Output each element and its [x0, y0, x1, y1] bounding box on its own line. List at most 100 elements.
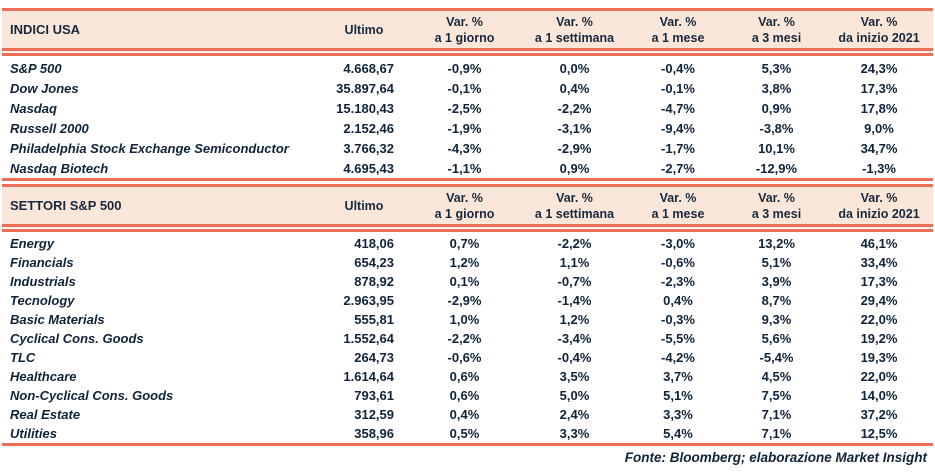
pct-value: 3,8%: [761, 80, 792, 96]
pct-value: 0,6%: [449, 369, 480, 384]
pct-value: 5,0%: [559, 388, 590, 403]
ultimo-value: 358,96: [320, 424, 408, 446]
ultimo-value: 793,61: [354, 388, 394, 403]
row-label: Healthcare: [10, 369, 77, 384]
row-label: Philadelphia Stock Exchange Semiconducto…: [10, 140, 289, 156]
pct-value: -5,5%: [661, 331, 695, 346]
pct-value: -0,1%: [661, 80, 695, 96]
pct-value: 22,0%: [860, 369, 898, 384]
pct-value: -0,6%: [661, 255, 695, 270]
pct-value: -2,3%: [661, 274, 695, 289]
ultimo-value: 15.180,43: [336, 100, 394, 116]
ultimo-value: 2.152,46: [343, 120, 394, 136]
pct-value: 0,9%: [521, 158, 628, 181]
pct-value: 17,3%: [860, 80, 898, 96]
row-label: Tecnology: [10, 293, 75, 308]
pct-value: -1,7%: [661, 140, 695, 156]
table-row: Utilities 358,96 0,5% 3,3% 5,4% 7,1% 12,5%: [2, 424, 933, 446]
pct-value: 46,1%: [860, 236, 898, 251]
sp500-sectors-body: Energy 418,06 0,7% -2,2% -3,0% 13,2% 46,1% Fina…: [2, 228, 933, 446]
pct-value: 1,2%: [449, 255, 480, 270]
row-label: Financials: [10, 255, 74, 270]
pct-value: 13,2%: [758, 236, 795, 251]
pct-value: -2,9%: [557, 140, 592, 156]
table-row: Financials 654,23 1,2% 1,1% -0,6% 5,1% 33,4%: [2, 253, 933, 272]
pct-value: -0,4%: [661, 60, 695, 76]
pct-value: 0,4%: [559, 80, 590, 96]
pct-value: -2,9%: [447, 293, 482, 308]
pct-value: -0,7%: [557, 274, 592, 289]
row-label: Non-Cyclical Cons. Goods: [10, 388, 174, 403]
us-indices-table: INDICI USA Ultimo Var. % a 1 giorno Var.…: [2, 8, 933, 181]
sp500-sectors-table: SETTORI S&P 500 Ultimo Var. % a 1 giorno…: [2, 184, 933, 446]
column-header-var-da-inizio-2021: Var. % da inizio 2021: [825, 8, 933, 56]
column-header-var-1-mese: Var. % a 1 mese: [628, 184, 728, 232]
column-header-var-3-mesi: Var. % a 3 mesi: [728, 8, 825, 56]
pct-value: 5,1%: [761, 255, 792, 270]
pct-value: 37,2%: [860, 407, 898, 422]
ultimo-value: 4.695,43: [320, 158, 408, 181]
pct-value: 24,3%: [860, 60, 898, 76]
pct-value: 5,4%: [628, 424, 728, 446]
pct-value: 12,5%: [825, 424, 933, 446]
pct-value: 3,3%: [663, 407, 693, 422]
table-row: Healthcare 1.614,64 0,6% 3,5% 3,7% 4,5% 22,0%: [2, 367, 933, 386]
ultimo-value: 878,92: [354, 274, 394, 289]
pct-value: 17,3%: [860, 274, 898, 289]
row-label: Nasdaq: [10, 100, 57, 116]
pct-value: -0,6%: [447, 350, 482, 365]
table-row: S&P 500 4.668,67 -0,9% 0,0% -0,4% 5,3% 24,3%: [2, 52, 933, 78]
pct-value: 9,0%: [864, 120, 894, 136]
pct-value: -0,1%: [447, 80, 482, 96]
pct-value: -4,2%: [661, 350, 695, 365]
pct-value: 14,0%: [860, 388, 898, 403]
pct-value: -1,9%: [447, 120, 482, 136]
column-header-var-1-giorno: Var. % a 1 giorno: [408, 8, 521, 56]
row-label: Utilities: [2, 424, 320, 446]
pct-value: 19,2%: [860, 331, 898, 346]
pct-value: 3,5%: [559, 369, 590, 384]
pct-value: 5,6%: [761, 331, 792, 346]
column-header-var-1-settimana: Var. % a 1 settimana: [521, 8, 628, 56]
table-row: Cyclical Cons. Goods 1.552,64 -2,2% -3,4% -5…: [2, 329, 933, 348]
ultimo-value: 1.552,64: [343, 331, 394, 346]
ultimo-value: 555,81: [354, 312, 394, 327]
pct-value: -0,4%: [557, 350, 592, 365]
pct-value: -2,5%: [447, 100, 482, 116]
pct-value: 33,4%: [860, 255, 898, 270]
pct-value: -1,3%: [825, 158, 933, 181]
row-label: Real Estate: [10, 407, 81, 422]
column-header-var-1-giorno: Var. % a 1 giorno: [408, 184, 521, 232]
row-label: Energy: [10, 236, 55, 251]
row-label: Cyclical Cons. Goods: [10, 331, 144, 346]
pct-value: 5,1%: [663, 388, 693, 403]
pct-value: 3,3%: [521, 424, 628, 446]
pct-value: -1,4%: [557, 293, 592, 308]
pct-value: -4,7%: [661, 100, 695, 116]
pct-value: 0,9%: [761, 100, 792, 116]
pct-value: 3,9%: [761, 274, 792, 289]
table-row: Philadelphia Stock Exchange Semiconducto…: [2, 138, 933, 158]
ultimo-value: 418,06: [354, 236, 394, 251]
pct-value: -12,9%: [728, 158, 825, 181]
pct-value: 22,0%: [860, 312, 898, 327]
row-label: Dow Jones: [10, 80, 79, 96]
row-label: Russell 2000: [10, 120, 89, 136]
table-title-settori-sp500: SETTORI S&P 500: [2, 184, 320, 232]
column-header-ultimo: Ultimo: [320, 184, 408, 232]
ultimo-value: 3.766,32: [343, 140, 394, 156]
pct-value: 3,7%: [663, 369, 693, 384]
pct-value: -2,7%: [628, 158, 728, 181]
pct-value: 10,1%: [758, 140, 795, 156]
pct-value: 0,6%: [449, 388, 480, 403]
pct-value: 0,0%: [559, 60, 590, 76]
us-indices-body: S&P 500 4.668,67 -0,9% 0,0% -0,4% 5,3% 24,3% Do…: [2, 52, 933, 181]
pct-value: -1,1%: [408, 158, 521, 181]
pct-value: -2,2%: [557, 236, 592, 251]
ultimo-value: 35.897,64: [336, 80, 394, 96]
pct-value: -0,9%: [447, 60, 482, 76]
pct-value: 8,7%: [761, 293, 792, 308]
row-label: S&P 500: [10, 60, 62, 76]
pct-value: 7,1%: [761, 407, 792, 422]
